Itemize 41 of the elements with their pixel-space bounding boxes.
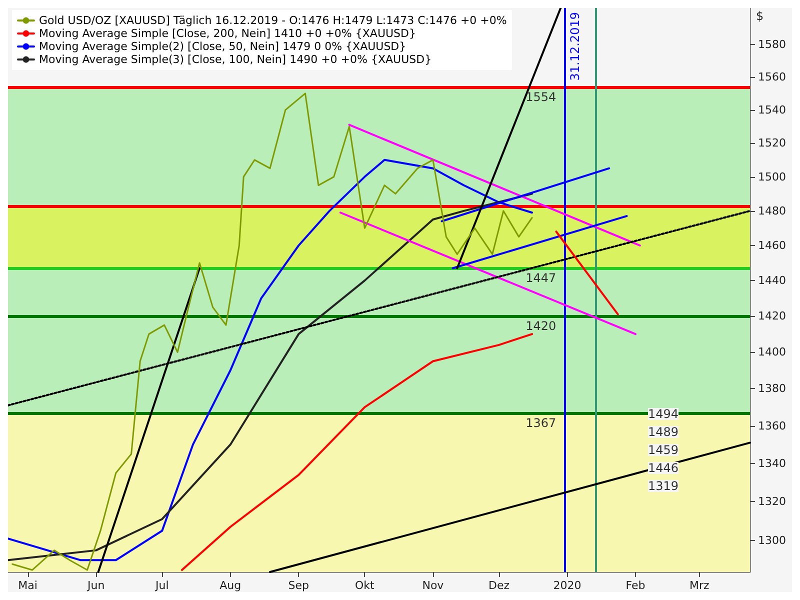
y-tick-label: 1500: [758, 170, 786, 184]
x-tick-label: Okt: [355, 579, 376, 592]
x-tick-label: Dez: [488, 579, 510, 592]
annotation: 1554: [526, 90, 556, 104]
x-tick-label: Jun: [86, 579, 105, 592]
annotation: 1459: [648, 443, 679, 457]
x-tick-label: Nov: [422, 579, 444, 592]
y-tick-label: 1540: [758, 103, 786, 116]
y-tick-label: 1480: [758, 204, 786, 218]
annotation: 1446: [648, 461, 679, 475]
x-tick-label: Jul: [154, 579, 169, 592]
y-tick-label: 1360: [758, 419, 786, 432]
y-axis-title: $: [756, 9, 764, 23]
x-tick-label: Sep: [288, 579, 310, 592]
annotation: 1447: [526, 271, 556, 286]
x-tick-label: Mai: [18, 579, 38, 592]
y-tick-label: 1380: [758, 382, 786, 396]
x-tick-label: 2020: [553, 579, 582, 592]
x-tick-label: Feb: [626, 579, 646, 592]
legend-label: Moving Average Simple [Close, 200, Nein] 1410 +0 +0% {XAUUSD}: [39, 27, 416, 40]
annotation: 1489: [648, 425, 679, 439]
annotation: 1367: [526, 416, 556, 430]
ref-line-label: 31.12.2019: [568, 12, 582, 81]
annotation: 1319: [648, 479, 679, 493]
y-tick-label: 1320: [758, 495, 786, 508]
y-tick-label: 1400: [758, 346, 786, 359]
y-tick-label: 1420: [758, 310, 786, 323]
legend-label: Moving Average Simple(2) [Close, 50, Nein] 1479 0 0% {XAUUSD}: [39, 40, 406, 53]
annotation: 1494: [648, 407, 679, 421]
y-tick-label: 1460: [758, 239, 786, 252]
y-tick-label: 1520: [758, 136, 786, 150]
y-tick-label: 1440: [758, 274, 786, 288]
legend-label: Moving Average Simple(3) [Close, 100, Nein] 1490 +0 +0% {XAUUSD}: [39, 53, 432, 66]
x-tick-label: Mrz: [689, 579, 710, 592]
legend-label: Gold USD/OZ [XAUUSD] Täglich 16.12.2019 - O:1476 H:1479 L:1473 C:1476 +0 +0%: [39, 14, 507, 27]
y-tick-label: 1580: [758, 38, 786, 52]
y-tick-label: 1340: [758, 456, 786, 470]
annotation: 1420: [526, 319, 556, 334]
y-tick-label: 1300: [758, 534, 786, 548]
y-tick-label: 1560: [758, 70, 786, 84]
x-tick-label: Aug: [220, 579, 242, 592]
